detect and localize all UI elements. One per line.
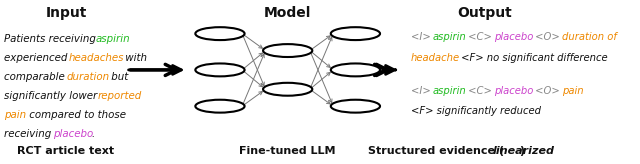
Text: <I>: <I> xyxy=(411,86,434,96)
Text: linearized: linearized xyxy=(493,146,555,156)
Text: placebo: placebo xyxy=(53,129,93,139)
Text: aspirin: aspirin xyxy=(433,32,467,42)
Text: reported: reported xyxy=(97,91,141,101)
Circle shape xyxy=(331,63,380,76)
Text: ): ) xyxy=(519,146,524,156)
Text: placebo: placebo xyxy=(494,32,534,42)
Circle shape xyxy=(331,100,380,113)
Text: significantly lower: significantly lower xyxy=(4,91,101,101)
Text: comparable: comparable xyxy=(4,72,68,82)
Text: Output: Output xyxy=(458,6,512,20)
Text: pain: pain xyxy=(4,110,27,120)
Text: aspirin: aspirin xyxy=(433,86,467,96)
Circle shape xyxy=(263,83,312,96)
Circle shape xyxy=(195,27,244,40)
Text: Patients receiving: Patients receiving xyxy=(4,34,100,44)
Text: duration: duration xyxy=(66,72,109,82)
Text: <O>: <O> xyxy=(532,86,563,96)
Text: <I>: <I> xyxy=(411,32,434,42)
Text: <C>: <C> xyxy=(465,32,495,42)
Text: Input: Input xyxy=(45,6,87,20)
Text: pain: pain xyxy=(562,86,583,96)
Text: but: but xyxy=(108,72,128,82)
Text: placebo: placebo xyxy=(494,86,534,96)
Text: Structured evidence (: Structured evidence ( xyxy=(368,146,504,156)
Text: compared to those: compared to those xyxy=(26,110,125,120)
Text: Model: Model xyxy=(264,6,312,20)
Circle shape xyxy=(263,44,312,57)
Text: Fine-tuned LLM: Fine-tuned LLM xyxy=(239,146,336,156)
Text: headache: headache xyxy=(411,53,460,63)
Text: <C>: <C> xyxy=(465,86,495,96)
Circle shape xyxy=(195,63,244,76)
Text: duration of: duration of xyxy=(562,32,616,42)
Circle shape xyxy=(331,27,380,40)
Text: receiving: receiving xyxy=(4,129,55,139)
Text: experienced: experienced xyxy=(4,53,71,63)
Text: <O>: <O> xyxy=(532,32,563,42)
Text: aspirin: aspirin xyxy=(96,34,131,44)
Text: RCT article text: RCT article text xyxy=(17,146,115,156)
Text: with: with xyxy=(122,53,147,63)
Text: <F> significantly reduced: <F> significantly reduced xyxy=(411,106,541,116)
Text: .: . xyxy=(92,129,95,139)
Text: <F> no significant difference: <F> no significant difference xyxy=(458,53,608,63)
Circle shape xyxy=(195,100,244,113)
Text: headaches: headaches xyxy=(68,53,124,63)
